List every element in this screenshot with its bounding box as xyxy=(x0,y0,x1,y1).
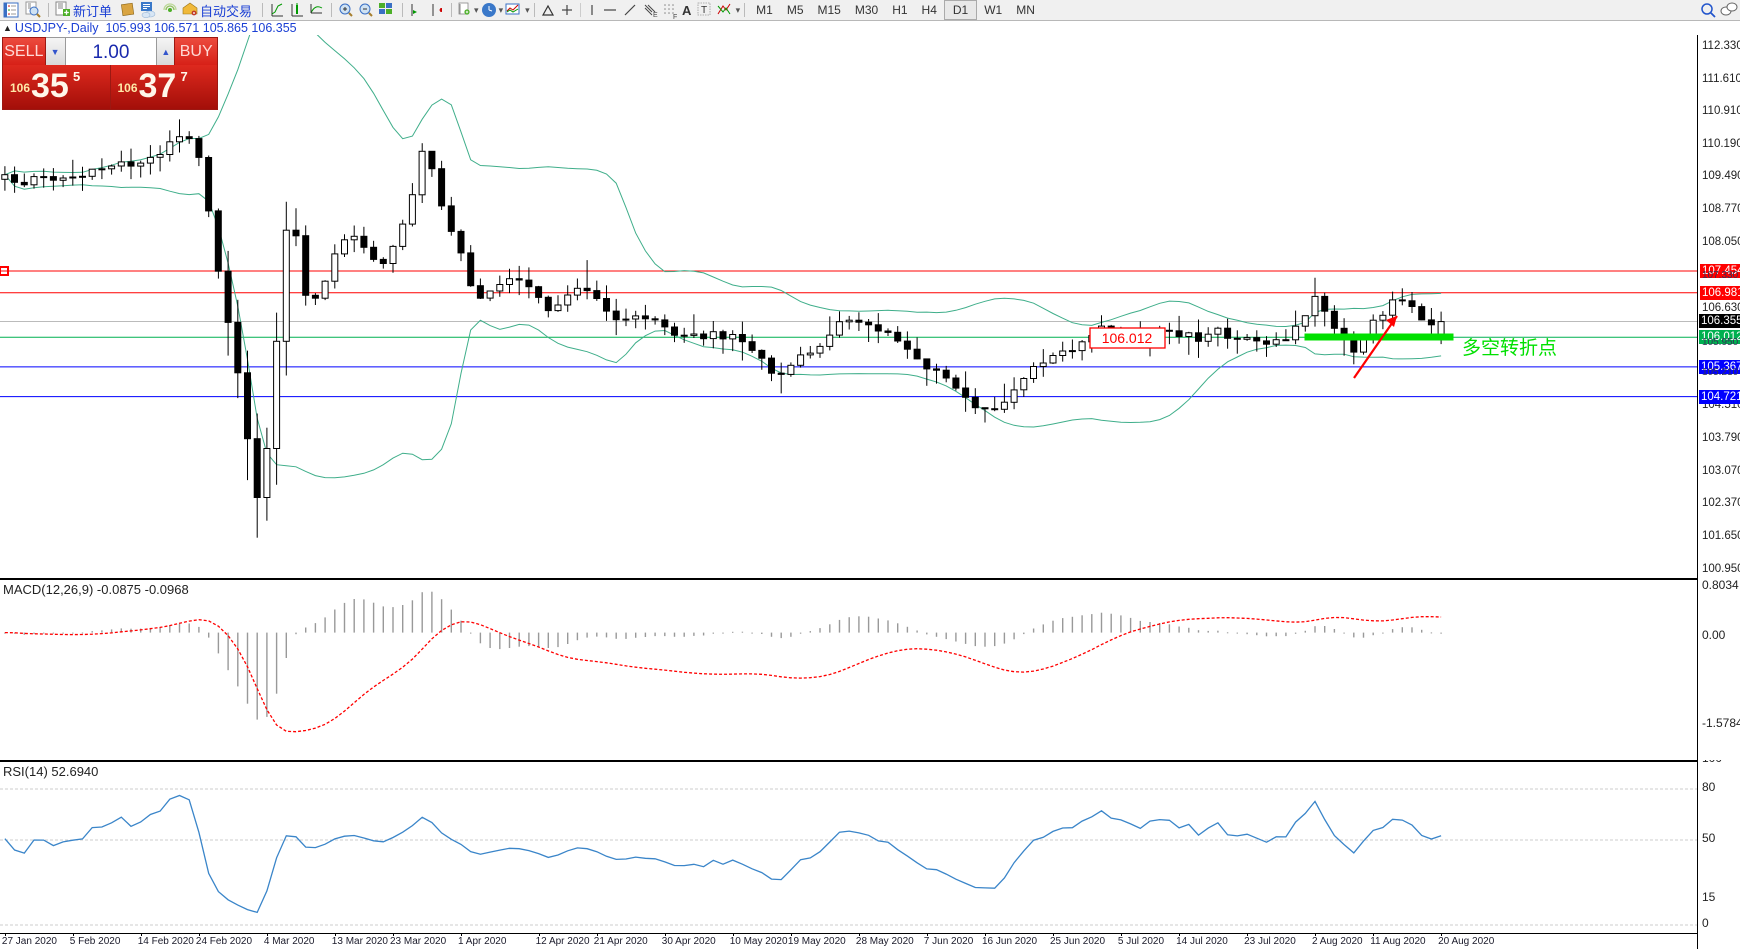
svg-text:106.012: 106.012 xyxy=(1102,330,1153,346)
svg-text:F: F xyxy=(673,14,677,20)
svg-text:E: E xyxy=(653,12,658,19)
svg-text:多空转折点: 多空转折点 xyxy=(1462,337,1557,359)
svg-text:A: A xyxy=(682,3,692,18)
svg-text:T: T xyxy=(701,5,707,16)
